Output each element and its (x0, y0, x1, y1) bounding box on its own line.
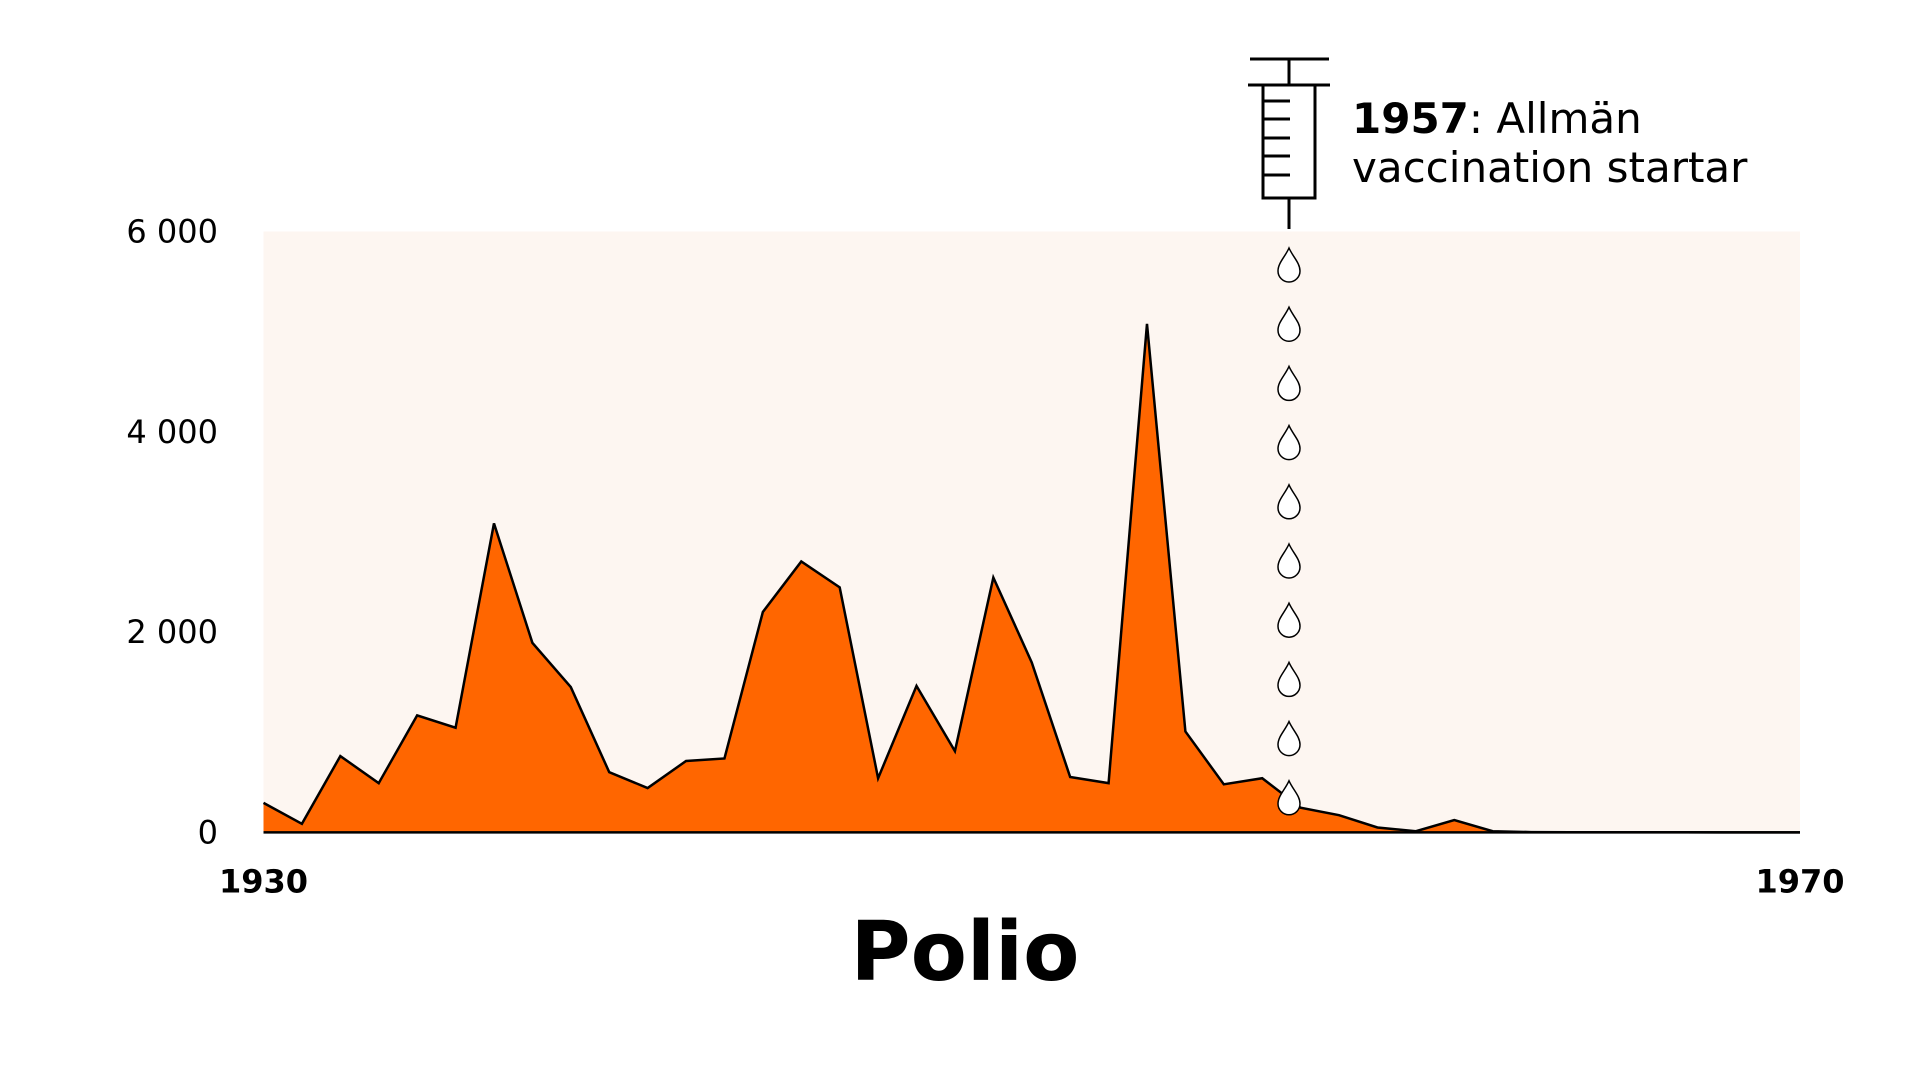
drop-icon (1277, 423, 1301, 461)
annotation-text: : Allmän (1469, 94, 1642, 143)
drop-icon (1277, 660, 1301, 698)
chart-title: Polio (851, 905, 1080, 1000)
drop-icon (1277, 482, 1301, 520)
y-tick-label: 0 (198, 813, 218, 851)
drop-icon (1277, 305, 1301, 342)
syringe-icon (1248, 57, 1330, 229)
annotation-text: vaccination startar (1352, 143, 1748, 192)
y-tick-label: 6 000 (126, 213, 218, 251)
drop-icon (1277, 601, 1301, 638)
annotation: 1957: Allmän (1352, 94, 1642, 143)
y-tick-label: 2 000 (126, 613, 218, 651)
y-tick-label: 4 000 (126, 413, 218, 451)
x-tick-label: 1970 (1755, 862, 1844, 900)
x-tick-label: 1930 (219, 862, 308, 900)
drop-icon (1277, 542, 1301, 579)
drop-icon (1277, 246, 1301, 283)
area (263, 323, 1800, 833)
annotation-year: 1957 (1352, 94, 1469, 143)
drop-icon (1277, 719, 1301, 757)
drop-icon (1277, 364, 1301, 402)
drop-icon (1277, 778, 1301, 816)
